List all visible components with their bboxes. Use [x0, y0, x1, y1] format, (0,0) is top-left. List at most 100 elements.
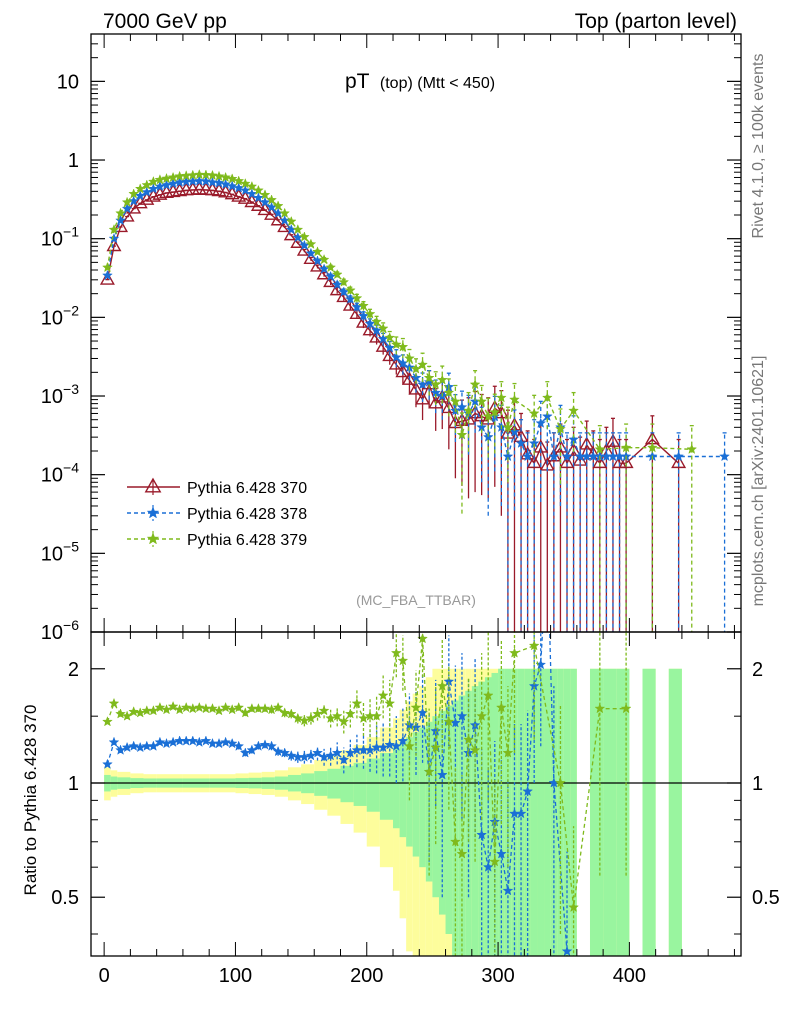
data-point-marker [552, 439, 568, 453]
ratio-y-tick-label-right: 2 [752, 659, 763, 681]
data-point-marker [605, 433, 621, 447]
ratio-point-marker [161, 703, 172, 715]
ratio-point-marker [443, 716, 455, 727]
stat-band-inner [399, 742, 407, 838]
data-point-marker [121, 203, 133, 214]
ratio-point-marker [509, 647, 520, 658]
ratio-point-marker [239, 747, 251, 758]
data-point-marker [285, 215, 297, 227]
series-line [106, 180, 725, 459]
data-point-marker [147, 175, 159, 187]
legend-label: Pythia 6.428 370 [187, 480, 307, 497]
ratio-point-marker [154, 701, 166, 713]
data-point-marker [384, 332, 396, 343]
data-point-marker [404, 352, 415, 364]
series-line [106, 188, 680, 468]
ratio-point-marker [167, 700, 179, 712]
x-tick-label: 200 [350, 965, 383, 987]
data-point-marker [115, 214, 126, 226]
data-point-marker [253, 192, 264, 203]
stat-band-inner [452, 700, 459, 956]
ratio-point-marker [377, 689, 389, 701]
ratio-point-marker [180, 701, 192, 713]
data-point-marker [257, 201, 273, 216]
stat-band-inner [603, 668, 617, 956]
data-point-marker [382, 347, 398, 362]
ratio-point-marker [305, 749, 317, 761]
ratio-point-marker [298, 751, 310, 762]
header-process: Top (parton level) [575, 10, 737, 33]
legend-label: Pythia 6.428 378 [187, 506, 307, 523]
series-1 [102, 175, 730, 632]
stat-band-inner [642, 668, 656, 956]
plot-title-main: pT [345, 70, 370, 93]
ratio-point-marker [187, 735, 199, 746]
stat-band-inner [589, 668, 604, 956]
ratio-point-marker [193, 736, 205, 747]
ratio-point-marker [233, 740, 245, 751]
data-point-marker [390, 351, 402, 362]
data-point-marker [417, 358, 428, 370]
stat-band-inner [379, 752, 394, 820]
data-point-marker [108, 232, 120, 244]
data-point-marker [555, 423, 566, 434]
ratio-ylabel: Ratio to Pythia 6.428 370 [21, 705, 40, 896]
data-point-marker [312, 246, 323, 257]
data-point-marker [220, 171, 232, 183]
ratio-point-marker [272, 745, 284, 757]
data-point-marker [673, 450, 685, 462]
ratio-point-marker [489, 856, 501, 867]
legend-label: Pythia 6.428 379 [187, 532, 307, 549]
series-0 [99, 181, 687, 632]
ratio-y-tick-label: 0.5 [51, 887, 79, 909]
ratio-point-marker [259, 739, 271, 750]
ratio-point-marker [404, 740, 415, 751]
y-tick-label: 10−5 [41, 538, 79, 565]
ratio-point-marker [102, 716, 113, 727]
ratio-point-marker [312, 747, 323, 758]
data-point-marker [522, 450, 534, 462]
data-point-marker [515, 437, 527, 448]
ratio-point-marker [174, 703, 186, 715]
data-point-marker [436, 374, 448, 385]
ratio-point-marker [456, 848, 468, 859]
data-point-marker [246, 180, 258, 192]
ratio-point-marker [285, 708, 297, 719]
stat-band-inner [412, 732, 420, 857]
stat-band-inner [537, 668, 545, 956]
ratio-point-marker [246, 744, 258, 755]
data-point-marker [351, 292, 363, 303]
data-point-marker [102, 261, 113, 273]
data-point-marker [364, 308, 376, 319]
ratio-point-marker [134, 707, 146, 718]
ratio-point-marker [456, 710, 468, 721]
main-axes: 10 1 10−1 10−2 10−3 10−4 10−5 10−6 [41, 33, 741, 644]
data-point-marker [121, 196, 133, 207]
y-tick-label: 10−2 [41, 302, 79, 329]
data-point-marker [358, 300, 369, 311]
legend: Pythia 6.428 370 Pythia 6.428 378 Pythia 6… [127, 477, 307, 549]
data-point-marker [364, 317, 376, 329]
data-point-marker [325, 270, 337, 282]
stat-band-inner [668, 668, 682, 956]
data-point-marker [331, 268, 343, 280]
ratio-series-group [102, 632, 632, 956]
ratio-point-marker [318, 705, 330, 716]
ratio-point-marker [344, 747, 356, 758]
data-point-marker [592, 454, 608, 469]
data-point-marker [213, 170, 225, 181]
data-point-marker [620, 441, 632, 453]
stat-band-inner [406, 737, 413, 847]
ratio-point-marker [364, 744, 376, 755]
ratio-point-marker [187, 702, 199, 714]
ratio-point-marker [436, 680, 448, 691]
data-point-marker [646, 441, 658, 453]
ratio-point-marker [351, 697, 363, 709]
stat-band-inner [465, 690, 472, 956]
data-point-marker [250, 197, 266, 211]
ratio-point-marker [397, 735, 409, 746]
data-point-marker [541, 392, 553, 403]
data-point-marker [509, 426, 520, 437]
ratio-point-marker [436, 769, 448, 780]
ratio-point-marker [495, 848, 507, 859]
